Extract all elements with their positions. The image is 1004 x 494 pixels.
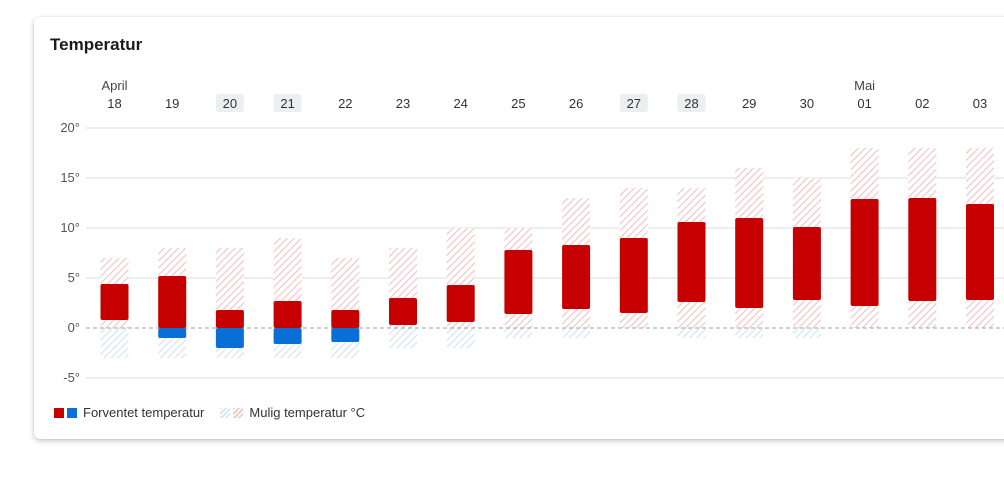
day-highlight — [619, 94, 648, 112]
possible-temp-bar-warm — [215, 248, 244, 328]
expected-temp-bar-cold — [215, 328, 244, 348]
legend-possible: Mulig temperatur °C — [220, 405, 365, 420]
day-highlight — [273, 94, 302, 112]
expected-temp-bar-warm — [273, 301, 302, 328]
possible-temp-bar-cold — [446, 328, 475, 348]
y-tick-label: -5° — [63, 370, 80, 385]
month-label: Mai — [854, 78, 875, 93]
day-label: 24 — [453, 96, 467, 111]
expected-temp-bar-warm — [850, 199, 879, 306]
legend-expected-label: Forventet temperatur — [83, 405, 205, 420]
possible-temp-bar-cold — [504, 328, 533, 338]
expected-temp-bar-warm — [619, 238, 648, 313]
expected-temp-bar-warm — [792, 227, 821, 300]
month-label: April — [101, 78, 127, 93]
possible-temp-bar-cold — [735, 328, 764, 338]
y-tick-label: 10° — [60, 220, 80, 235]
day-label: 03 — [973, 96, 987, 111]
possible-temp-bar-cold — [562, 328, 591, 338]
legend-possible-label: Mulig temperatur °C — [249, 405, 366, 420]
expected-temp-bar-cold — [273, 328, 302, 344]
day-label: 02 — [915, 96, 929, 111]
expected-temp-bar-warm — [504, 250, 533, 314]
possible-temp-bar-cold — [677, 328, 706, 338]
legend-cold-swatch — [67, 407, 77, 418]
day-label: 21 — [280, 96, 294, 111]
day-label: 26 — [569, 96, 583, 111]
possible-temp-bar-cold — [100, 328, 129, 358]
possible-temp-bar-cold — [389, 328, 417, 348]
expected-temp-bar-warm — [389, 298, 417, 325]
day-label: 27 — [627, 96, 641, 111]
day-label: 22 — [338, 96, 352, 111]
legend-possible-warm-swatch — [233, 407, 244, 418]
legend-possible-cold-swatch — [220, 407, 231, 418]
expected-temp-bar-warm — [908, 198, 937, 301]
y-tick-label: 20° — [60, 120, 80, 135]
expected-temp-bar-warm — [735, 218, 764, 308]
temperature-card: Temperatur 20° 15° 10° 5° 0° -5° 18 19 20 21 22 23… — [34, 17, 1004, 439]
expected-temp-bar-warm — [446, 285, 475, 322]
day-label: 20 — [223, 96, 237, 111]
day-label: 29 — [742, 96, 756, 111]
possible-temp-bar-cold — [792, 328, 821, 338]
chart-legend: Forventet temperatur Mulig temperatur °C — [54, 405, 381, 420]
day-label: 01 — [857, 96, 871, 111]
day-highlight — [215, 94, 244, 112]
expected-temp-bar-warm — [562, 245, 591, 309]
expected-temp-bar-cold — [158, 328, 187, 338]
expected-temp-bar-warm — [215, 310, 244, 328]
y-tick-label: 0° — [68, 320, 80, 335]
day-label: 30 — [800, 96, 814, 111]
legend-expected: Forventet temperatur — [54, 405, 204, 420]
legend-warm-swatch — [54, 407, 64, 418]
expected-temp-bar-cold — [331, 328, 360, 342]
day-label: 25 — [511, 96, 525, 111]
day-label: 28 — [684, 96, 698, 111]
card-title: Temperatur — [50, 35, 143, 54]
day-label: 18 — [107, 96, 121, 111]
y-tick-label: 5° — [68, 270, 80, 285]
temperature-chart: 20° 15° 10° 5° 0° -5° 18 19 20 21 22 23 24 25 26 27 28 2… — [60, 78, 1004, 385]
y-tick-label: 15° — [60, 170, 80, 185]
day-label: 19 — [165, 96, 179, 111]
day-label: 23 — [396, 96, 410, 111]
expected-temp-bar-warm — [677, 222, 706, 302]
expected-temp-bar-warm — [100, 284, 129, 320]
expected-temp-bar-warm — [331, 310, 360, 328]
day-highlight — [677, 94, 706, 112]
expected-temp-bar-warm — [966, 204, 994, 300]
expected-temp-bar-warm — [158, 276, 187, 328]
